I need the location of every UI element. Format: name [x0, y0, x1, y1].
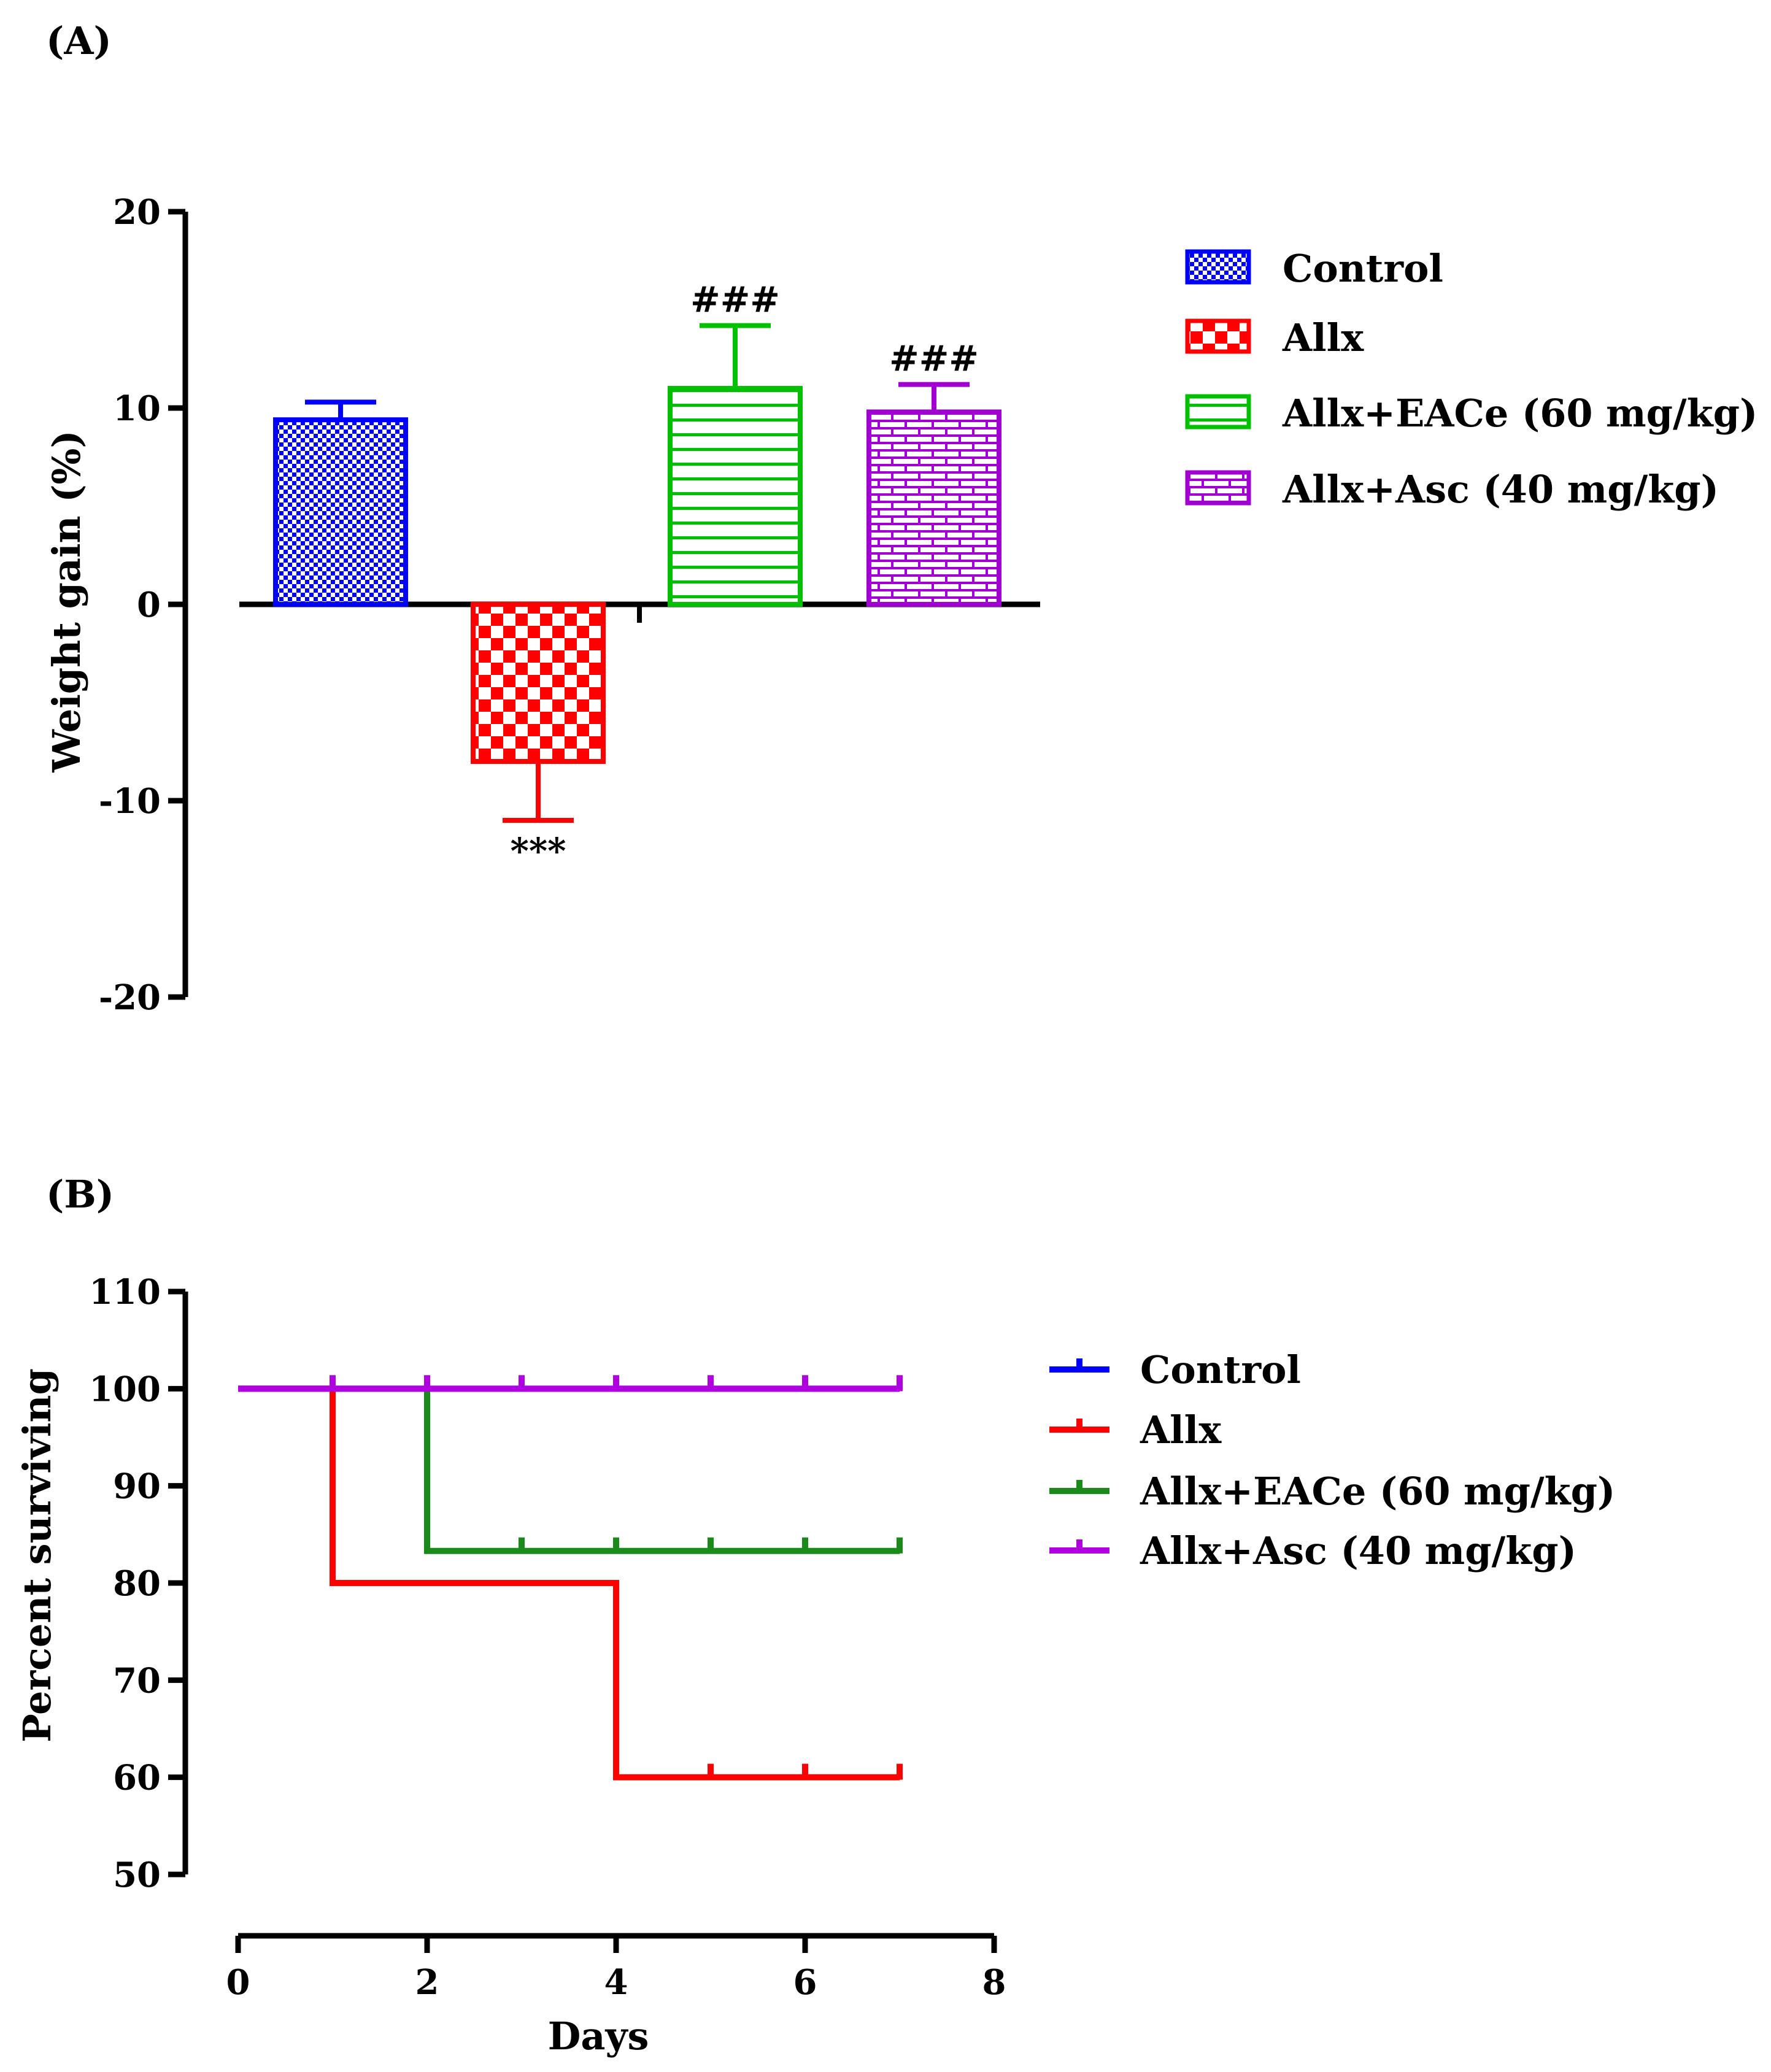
survival-y-tick-label: 100 — [89, 1369, 161, 1409]
panel-b-label: (B) — [46, 1172, 114, 1217]
bar — [273, 417, 408, 607]
legend-label: Allx — [1282, 315, 1364, 360]
bar-chart-y-tick-label: 10 — [113, 388, 161, 429]
survival-y-tick-label: 80 — [113, 1563, 161, 1604]
bar-chart-y-tick-label: -20 — [99, 977, 161, 1018]
bar-chart-y-tick-label: 0 — [137, 585, 161, 625]
survival-y-tick-label: 50 — [113, 1855, 161, 1895]
bar-chart: -20 -10 0 10 20 *** ### ### Control Allx Allx+EACe… — [99, 192, 1757, 1018]
legend-swatch — [1185, 394, 1251, 429]
bar — [866, 409, 1001, 607]
legend-label: Control — [1140, 1347, 1301, 1392]
legend-label: Allx+Asc (40 mg/kg) — [1140, 1528, 1576, 1573]
survival-chart: 50 60 70 80 90 100 110 0 2 4 6 8 Control Allx Allx+EAC… — [89, 1272, 1615, 2003]
survival-x-tick-label: 8 — [982, 1962, 1006, 2003]
bar-chart-y-tick-label: 20 — [113, 192, 161, 233]
legend-swatch — [1185, 318, 1251, 354]
survival-y-tick-label: 110 — [89, 1272, 161, 1312]
bar-chart-y-axis-label: Weight gain (%) — [44, 430, 89, 773]
legend-swatch — [1185, 249, 1251, 285]
survival-x-tick-label: 4 — [604, 1962, 628, 2003]
significance-label: ### — [690, 279, 780, 321]
significance-label: ### — [889, 338, 979, 380]
legend-label: Allx — [1140, 1408, 1222, 1452]
survival-chart-x-axis-label: Days — [548, 2014, 649, 2059]
bar-chart-y-tick-label: -10 — [99, 781, 161, 822]
legend-label: Allx+Asc (40 mg/kg) — [1282, 467, 1719, 512]
survival-x-tick-label: 0 — [226, 1962, 250, 2003]
survival-x-tick-label: 2 — [415, 1962, 439, 2003]
survival-y-tick-label: 60 — [113, 1758, 161, 1798]
survival-chart-y-axis-label: Percent surviving — [15, 1368, 60, 1743]
survival-y-tick-label: 70 — [113, 1660, 161, 1701]
legend-label: Control — [1283, 246, 1443, 291]
significance-label: *** — [511, 830, 566, 872]
survival-y-tick-label: 90 — [113, 1466, 161, 1507]
bar — [668, 386, 803, 607]
panel-a-label: (A) — [46, 18, 112, 63]
survival-x-tick-label: 6 — [793, 1962, 817, 2003]
legend-swatch — [1185, 470, 1251, 506]
legend-label: Allx+EACe (60 mg/kg) — [1140, 1469, 1615, 1514]
survival-line — [238, 1385, 900, 1554]
survival-line — [238, 1385, 900, 1781]
legend-label: Allx+EACe (60 mg/kg) — [1282, 391, 1757, 436]
bar — [471, 602, 606, 764]
